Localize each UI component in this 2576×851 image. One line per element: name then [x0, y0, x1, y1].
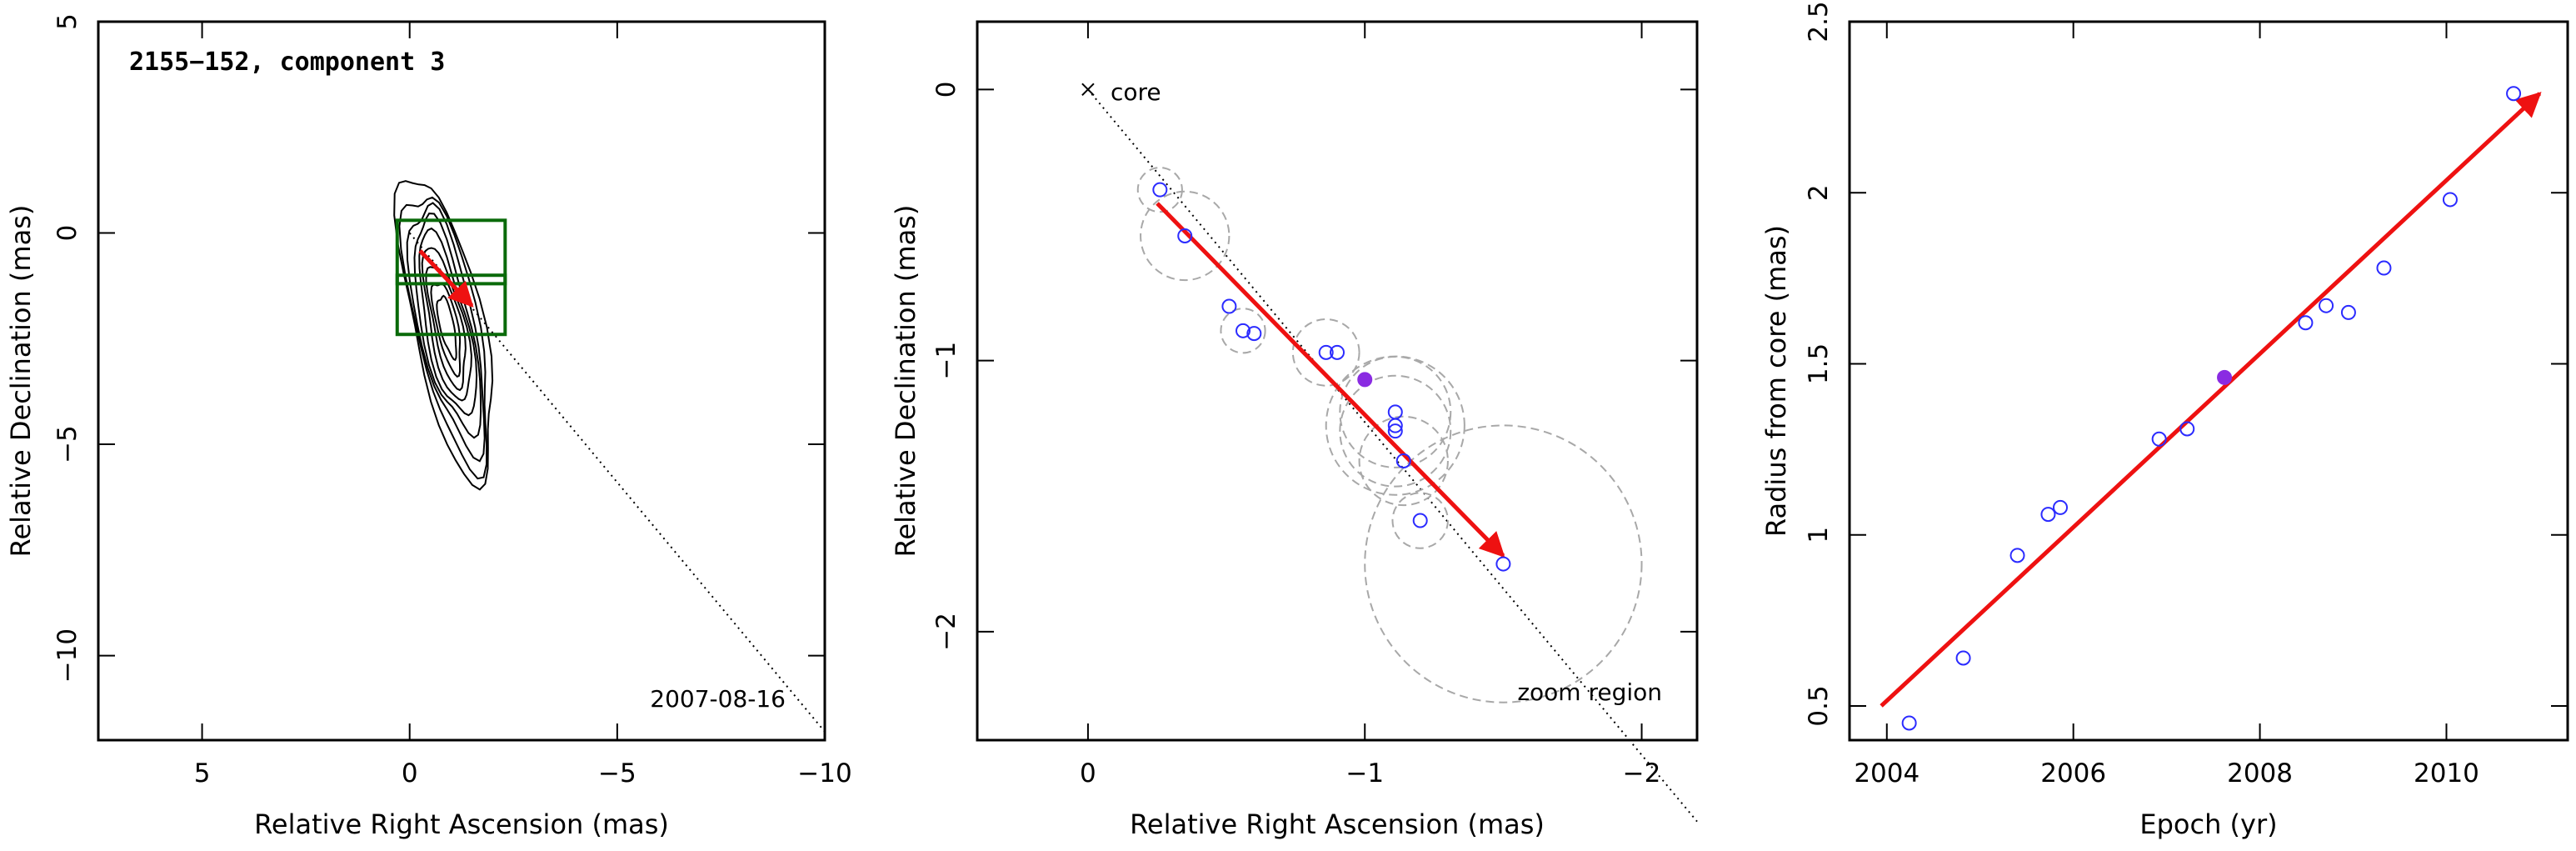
- panel-radius-vs-epoch: 2004 2006 2008 2010 0.5 1 1.5 2 2.5 Epoch (yr) R…: [1760, 1, 2569, 840]
- tick-labels: 5 0 −5 −10 5 0 −5 −10: [52, 13, 852, 788]
- data-point: [1395, 453, 1411, 468]
- data-point: [1330, 344, 1345, 360]
- fit-line-arrow: [1880, 92, 2542, 708]
- tick-marks: [1850, 21, 2568, 740]
- x-tick-label: 0: [402, 758, 418, 788]
- y-tick-label: 0.5: [1804, 685, 1834, 726]
- x-tick-label: 2008: [2227, 758, 2293, 788]
- y-tick-label: −10: [52, 628, 82, 683]
- tick-marks: [98, 21, 826, 740]
- y-tick-label: −2: [931, 613, 961, 651]
- data-point: [1357, 372, 1373, 388]
- plot-frame: [97, 20, 826, 742]
- x-axis-title: Relative Right Ascension (mas): [254, 808, 669, 840]
- y-tick-label: 5: [52, 13, 82, 30]
- core-marker: [1081, 83, 1095, 97]
- data-point: [2340, 304, 2356, 320]
- x-tick-label: −2: [1623, 758, 1661, 788]
- panel-contour-map: 5 0 −5 −10 5 0 −5 −10 2155−152, component 3 200…: [5, 13, 852, 840]
- component-size-circle: [1358, 415, 1449, 507]
- chart-title: 2155−152, component 3: [129, 48, 445, 77]
- component-size-circle: [1220, 308, 1266, 354]
- data-point: [1387, 423, 1403, 439]
- y-tick-label: 2: [1804, 184, 1834, 201]
- data-point: [2053, 499, 2069, 515]
- x-tick-label: 0: [1080, 758, 1096, 788]
- data-point: [1318, 344, 1334, 360]
- tick-marks: [977, 22, 1697, 740]
- x-tick-label: 5: [194, 758, 211, 788]
- data-point: [1177, 228, 1193, 243]
- component-size-circle: [1391, 492, 1449, 549]
- data-point: [1955, 650, 1971, 666]
- x-tick-label: 2006: [2040, 758, 2106, 788]
- data-point: [2298, 315, 2314, 331]
- y-tick-label: −5: [52, 425, 82, 463]
- contour-level: [398, 196, 488, 480]
- data-point: [1246, 326, 1262, 342]
- data-point: [2376, 260, 2392, 276]
- data-point: [2151, 431, 2167, 447]
- y-tick-label: 2.5: [1804, 1, 1834, 42]
- data-point: [1387, 418, 1403, 433]
- tick-labels: 2004 2006 2008 2010 0.5 1 1.5 2 2.5: [1804, 1, 2479, 788]
- data-point: [1221, 298, 1237, 314]
- motion-arrow: [1156, 202, 1505, 558]
- data-point: [1495, 556, 1511, 572]
- jet-direction-line: [408, 232, 826, 733]
- panel-component-positions: 0 −1 −2 0 −1 −2 core zoom region Relative Rig…: [890, 20, 1699, 840]
- data-point: [2217, 369, 2233, 385]
- x-axis-title: Relative Right Ascension (mas): [1130, 808, 1545, 840]
- data-point: [2442, 192, 2458, 208]
- component-size-circle: [1339, 374, 1452, 488]
- contour-level: [413, 213, 482, 439]
- zoom-box: [395, 273, 507, 337]
- y-axis-title: Relative Declination (mas): [5, 205, 37, 558]
- data-point: [2179, 421, 2195, 437]
- contour-level: [430, 283, 462, 378]
- component-size-circle: [1339, 355, 1452, 468]
- y-tick-label: 0: [931, 81, 961, 98]
- data-point: [1412, 513, 1428, 528]
- core-label: core: [1111, 78, 1161, 106]
- x-tick-label: −5: [598, 758, 637, 788]
- contour-level: [421, 247, 472, 402]
- data-point: [1152, 182, 1168, 198]
- contour-level: [425, 266, 467, 392]
- component-size-circle: [1325, 355, 1465, 496]
- y-axis-title: Relative Declination (mas): [890, 205, 921, 558]
- data-point: [2040, 507, 2056, 523]
- plot-frame: [976, 20, 1699, 742]
- epoch-date-label: 2007-08-16: [650, 685, 786, 713]
- y-axis-title: Radius from core (mas): [1760, 225, 1792, 537]
- component-size-circle: [1140, 190, 1231, 282]
- contour-level: [418, 227, 478, 417]
- y-tick-label: 0: [52, 225, 82, 242]
- plot-frame: [1848, 20, 2569, 742]
- y-tick-label: 1: [1804, 527, 1834, 543]
- data-point: [2319, 298, 2334, 313]
- radius-plot: [1880, 86, 2542, 731]
- x-tick-label: −10: [797, 758, 851, 788]
- y-tick-label: −1: [931, 342, 961, 380]
- tick-labels: 0 −1 −2 0 −1 −2: [931, 81, 1660, 788]
- jet-direction-line: [1087, 88, 1698, 823]
- data-point: [1236, 323, 1251, 338]
- zoom-region-label: zoom region: [1517, 678, 1662, 706]
- y-tick-label: 1.5: [1804, 343, 1834, 384]
- motion-arrow: [418, 249, 474, 308]
- x-tick-label: −1: [1345, 758, 1384, 788]
- data-point: [1901, 715, 1917, 731]
- x-tick-label: 2010: [2414, 758, 2479, 788]
- contour-level: [393, 180, 494, 491]
- data-point: [2009, 548, 2025, 563]
- x-tick-label: 2004: [1854, 758, 1920, 788]
- x-axis-title: Epoch (yr): [2139, 808, 2277, 840]
- component-size-circle: [1136, 167, 1183, 213]
- map-overlay: [395, 218, 826, 733]
- component-size-circle: [1364, 424, 1643, 703]
- position-plot: [1081, 83, 1698, 823]
- data-point: [2506, 86, 2522, 102]
